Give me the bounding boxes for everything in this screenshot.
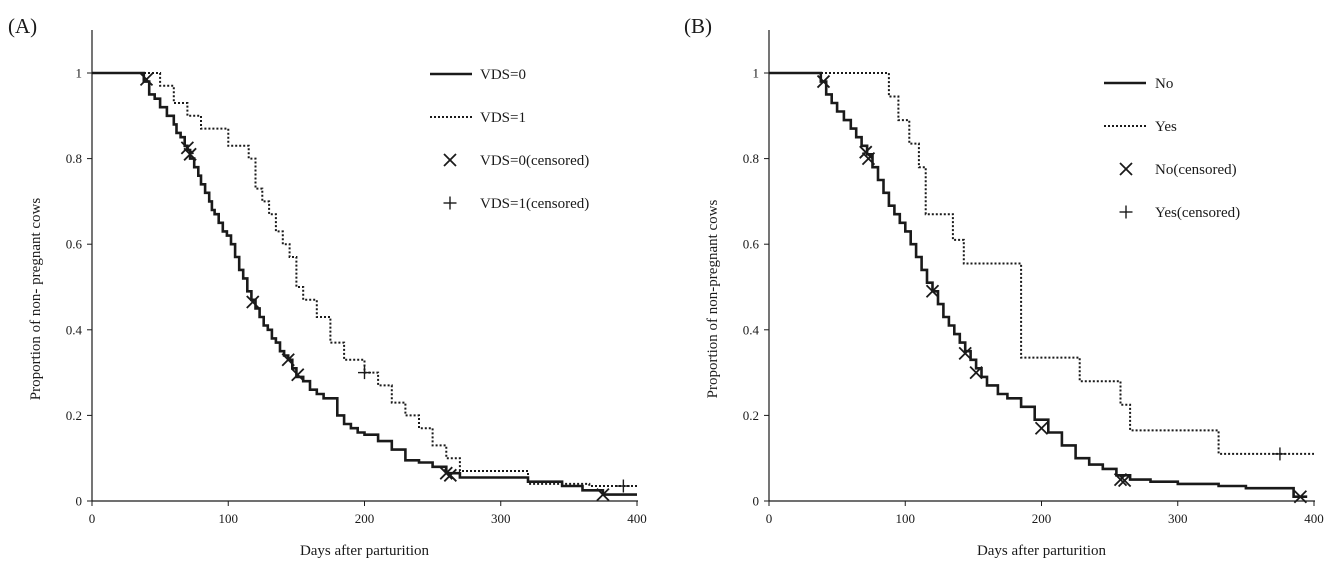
legend-item-vds-1-censored: VDS=1(censored) — [443, 196, 589, 212]
y-tick-label: 0.4 — [743, 322, 760, 337]
censored-marker-vds-0-censored — [139, 72, 154, 87]
legend: No Yes No(censored) Yes(censored) — [1104, 76, 1240, 221]
y-axis-title: Proportion of non-pregnant cows — [705, 199, 721, 398]
legend-item-vds-0: VDS=0 — [430, 67, 526, 83]
series-line-vds-0 — [92, 71, 637, 496]
x-tick-label: 300 — [491, 511, 511, 526]
x-tick-label: 0 — [89, 511, 96, 526]
legend-label: VDS=0 — [480, 67, 526, 83]
legend-swatch-x-marker — [443, 153, 457, 167]
y-tick-label: 0.8 — [743, 151, 759, 166]
chart-panel-a: (A) 0 100 200 300 400 0 0.2 0.4 0.6 0.8 1 Days after… — [8, 14, 647, 559]
legend-item-vds-0-censored: VDS=0(censored) — [443, 153, 589, 169]
x-tick-label: 200 — [1032, 511, 1052, 526]
x-tick-label: 200 — [355, 511, 375, 526]
y-tick-label: 1 — [76, 66, 83, 81]
censored-marker-no-censored — [816, 74, 831, 89]
legend-item-no-censored: No(censored) — [1119, 162, 1237, 178]
y-tick-label: 0 — [753, 494, 760, 509]
x-tick-label: 100 — [896, 511, 916, 526]
y-tick-label: 0.6 — [66, 237, 83, 252]
censored-marker-no-censored — [1293, 490, 1308, 504]
chart-panel-b: (B) 0 100 200 300 400 0 0.2 0.4 0.6 0.8 1 Days after… — [684, 14, 1324, 559]
legend-swatch-x-marker — [1119, 162, 1133, 176]
censored-marker-no-censored — [969, 365, 983, 380]
legend-item-yes: Yes — [1104, 119, 1177, 135]
legend-swatch-plus-marker — [443, 196, 457, 210]
x-tick-label: 100 — [219, 511, 239, 526]
censored-marker-vds-0-censored — [291, 368, 305, 382]
x-axis-title: Days after parturition — [977, 543, 1107, 559]
y-tick-label: 0 — [76, 494, 83, 509]
censored-marker-vds-0-censored — [596, 487, 610, 502]
censored-marker-vds-0-censored — [183, 147, 197, 161]
censored-marker-vds-0-censored — [443, 468, 457, 482]
censored-marker-vds-0-censored — [246, 295, 260, 309]
y-tick-label: 1 — [753, 66, 760, 81]
legend-label: No — [1155, 76, 1173, 92]
censored-marker-no-censored — [1034, 421, 1049, 435]
censored-marker-vds-0-censored — [281, 353, 295, 367]
x-tick-label: 300 — [1168, 511, 1188, 526]
series-line-no — [769, 71, 1308, 498]
censored-marker-yes-censored — [1273, 447, 1287, 461]
y-tick-label: 0.2 — [743, 408, 759, 423]
censored-marker-no-censored — [861, 151, 876, 166]
series-line-yes — [769, 72, 1314, 455]
legend-label: VDS=1(censored) — [480, 196, 589, 212]
y-tick-label: 0.8 — [66, 151, 82, 166]
censored-marker-no-censored — [925, 284, 940, 298]
y-tick-label: 0.2 — [66, 408, 82, 423]
panel-label-b: (B) — [684, 14, 712, 38]
legend-label: No(censored) — [1155, 162, 1237, 178]
legend: VDS=0 VDS=1 VDS=0(censored) VDS=1(censored) — [430, 67, 589, 212]
legend-label: VDS=0(censored) — [480, 153, 589, 169]
legend-item-yes-censored: Yes(censored) — [1119, 205, 1240, 221]
legend-item-no: No — [1104, 76, 1173, 92]
y-tick-label: 0.6 — [743, 237, 760, 252]
censored-marker-vds-0-censored — [439, 466, 453, 480]
x-tick-label: 400 — [1304, 511, 1324, 526]
legend-label: Yes(censored) — [1155, 205, 1240, 221]
censored-marker-no-censored — [958, 346, 972, 360]
censored-marker-vds-1-censored — [616, 479, 630, 493]
y-tick-label: 0.4 — [66, 322, 83, 337]
x-axis-title: Days after parturition — [300, 543, 430, 559]
x-tick-label: 400 — [627, 511, 647, 526]
series-line-vds-1 — [92, 72, 637, 487]
y-axis-title: Proportion of non- pregnant cows — [28, 198, 44, 401]
x-tick-label: 0 — [766, 511, 773, 526]
censored-marker-no-censored — [1117, 473, 1132, 488]
legend-item-vds-1: VDS=1 — [430, 110, 526, 126]
panel-label-a: (A) — [8, 14, 37, 38]
legend-label: Yes — [1155, 119, 1177, 135]
censored-marker-vds-1-censored — [358, 366, 371, 380]
censored-marker-no-censored — [1113, 472, 1128, 487]
legend-swatch-plus-marker — [1119, 205, 1133, 219]
legend-label: VDS=1 — [480, 110, 526, 126]
